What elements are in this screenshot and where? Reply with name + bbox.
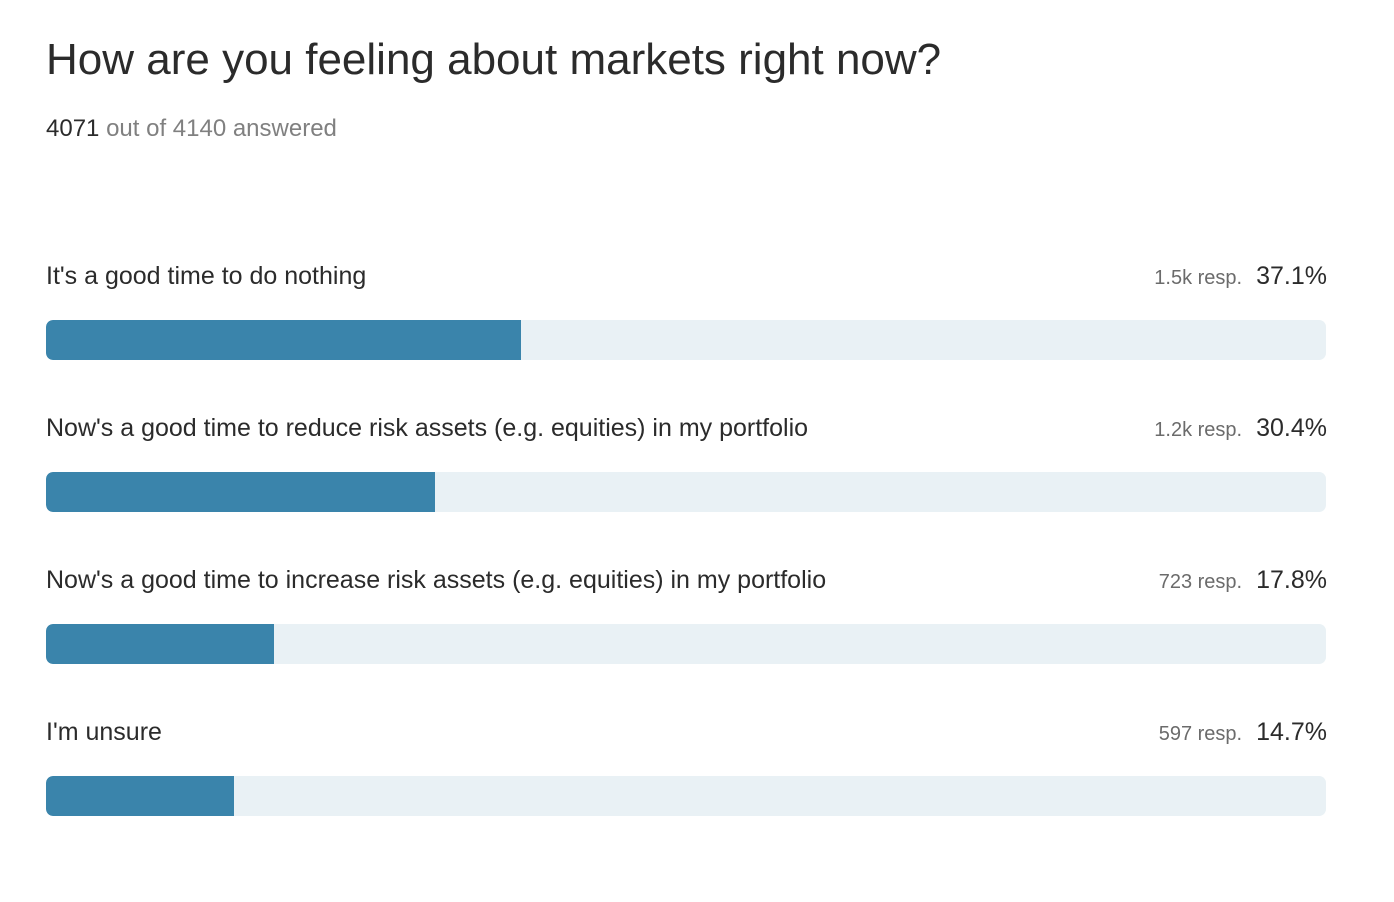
option-response-count: 1.5k resp. <box>1154 267 1243 289</box>
bar-track <box>46 624 1326 664</box>
answered-summary: 4071 out of 4140 answered <box>46 113 337 145</box>
bar-fill <box>46 776 235 816</box>
bar-fill <box>46 624 274 664</box>
bar-track <box>46 472 1326 512</box>
option-stats: 723 resp. 17.8% <box>1159 562 1327 602</box>
option-percent: 14.7% <box>1256 718 1327 746</box>
bar-fill <box>46 320 521 360</box>
option-label: I'm unsure <box>46 718 162 746</box>
option-stats: 1.2k resp. 30.4% <box>1154 410 1327 450</box>
bar-track <box>46 776 1326 816</box>
poll-option: I'm unsure 597 resp. 14.7% <box>46 714 1327 866</box>
option-label: Now's a good time to increase risk asset… <box>46 566 827 594</box>
option-percent: 30.4% <box>1256 414 1327 442</box>
option-percent: 37.1% <box>1256 262 1327 290</box>
option-stats: 597 resp. 14.7% <box>1159 714 1327 754</box>
bar-track <box>46 320 1326 360</box>
option-response-count: 597 resp. <box>1158 723 1243 745</box>
answered-count: 4071 <box>46 115 100 142</box>
poll-title: How are you feeling about markets right … <box>46 35 942 84</box>
answered-suffix: out of 4140 answered <box>106 115 337 142</box>
poll-option: Now's a good time to reduce risk assets … <box>46 410 1327 562</box>
option-label: It's a good time to do nothing <box>46 262 367 290</box>
option-percent: 17.8% <box>1256 566 1327 594</box>
option-response-count: 1.2k resp. <box>1154 419 1243 441</box>
bar-fill <box>46 472 436 512</box>
option-label: Now's a good time to reduce risk assets … <box>46 414 809 442</box>
option-response-count: 723 resp. <box>1158 571 1243 593</box>
poll-options: It's a good time to do nothing 1.5k resp.… <box>46 258 1327 866</box>
option-stats: 1.5k resp. 37.1% <box>1154 258 1327 298</box>
poll-option: It's a good time to do nothing 1.5k resp.… <box>46 258 1327 410</box>
poll-option: Now's a good time to increase risk asset… <box>46 562 1327 714</box>
